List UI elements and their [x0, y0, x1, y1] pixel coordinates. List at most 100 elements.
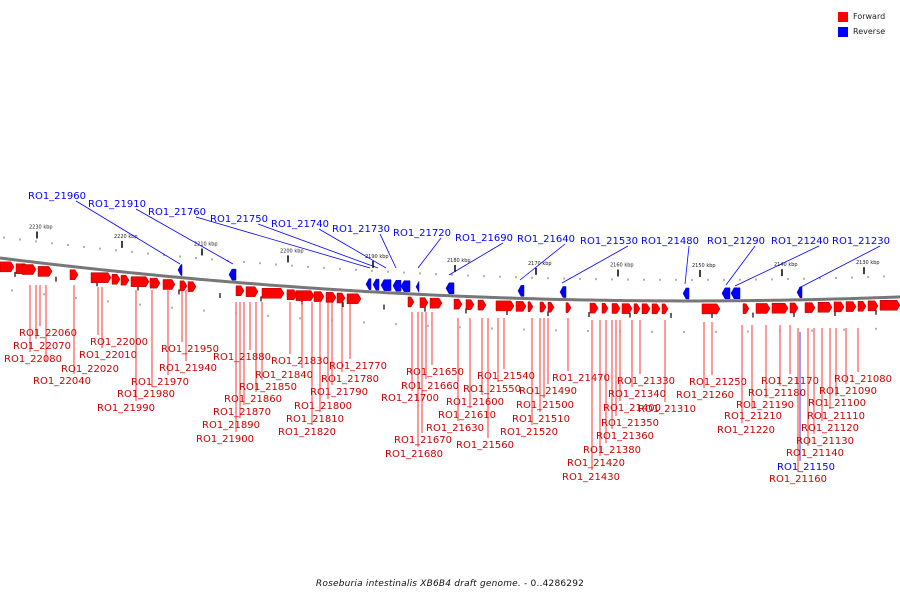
reverse-gene-label: RO1_21730: [332, 224, 390, 235]
reverse-gene-label: RO1_21720: [393, 228, 451, 239]
ruler-tick-label: 2200 kbp: [280, 248, 304, 254]
forward-gene-label: RO1_21310: [638, 404, 696, 415]
forward-gene: [539, 301, 547, 313]
forward-gene: [495, 300, 515, 312]
forward-gene-label: RO1_21770: [329, 361, 387, 372]
genome-backbone: [0, 256, 900, 303]
forward-gene: [336, 292, 346, 304]
forward-gene: [804, 302, 816, 313]
forward-gene-label: RO1_21210: [724, 411, 782, 422]
reverse-gene-label: RO1_21910: [88, 199, 146, 210]
reverse-gene-label: RO1_21960: [28, 191, 86, 202]
forward-gene-label: RO1_21650: [406, 367, 464, 378]
reverse-gene: [380, 279, 392, 291]
forward-gene: [879, 300, 900, 311]
forward-gene-label: RO1_21260: [676, 390, 734, 401]
reverse-gene: [559, 286, 567, 298]
reverse-gene: [372, 278, 380, 291]
forward-gene-label: RO1_21800: [294, 401, 352, 412]
forward-gene-label: RO1_21540: [477, 371, 535, 382]
legend-item-reverse: Reverse: [838, 24, 885, 39]
reverse-leader: [75, 200, 181, 265]
ruler-tick-label: 2150 kbp: [692, 263, 716, 269]
reverse-gene-label: RO1_21750: [210, 214, 268, 225]
forward-gene: [419, 297, 429, 308]
forward-gene-label: RO1_21990: [97, 403, 155, 414]
forward-gene: [286, 289, 298, 300]
forward-gene-label: RO1_22000: [90, 337, 148, 348]
forward-gene: [407, 296, 415, 308]
ruler-tick-label: 2180 kbp: [447, 258, 471, 264]
reverse-gene: [730, 287, 741, 300]
forward-gene-label: RO1_21870: [213, 407, 271, 418]
reverse-gene: [400, 280, 411, 292]
reverse-gene-label: RO1_21480: [641, 236, 699, 247]
reverse-swatch: [838, 26, 848, 37]
forward-gene-label: RO1_21100: [808, 398, 866, 409]
forward-gene-label: RO1_21130: [796, 436, 854, 447]
forward-gene-label: RO1_21430: [562, 472, 620, 483]
forward-gene-label: RO1_21840: [255, 370, 313, 381]
forward-gene-label: RO1_21470: [552, 373, 610, 384]
forward-gene: [651, 303, 661, 315]
forward-gene-label: RO1_21780: [321, 374, 379, 385]
forward-gene: [0, 261, 15, 273]
forward-gene: [162, 279, 176, 290]
forward-gene: [465, 299, 475, 310]
reverse-gene: [445, 282, 455, 295]
forward-gene-label: RO1_21850: [239, 382, 297, 393]
forward-gene-label: RO1_21970: [131, 377, 189, 388]
forward-gene-label: RO1_22080: [4, 354, 62, 365]
reverse-leader: [257, 223, 379, 269]
forward-gene-label: RO1_21790: [310, 387, 368, 398]
forward-gene: [661, 303, 669, 315]
ruler-tick-label: 2210 kbp: [194, 241, 218, 247]
reverse-leader: [135, 208, 234, 265]
reverse-gene-label: RO1_21230: [832, 236, 890, 247]
forward-gene: [245, 286, 259, 297]
forward-gene-label: RO1_22060: [19, 328, 77, 339]
forward-gene-label: RO1_22070: [13, 341, 71, 352]
forward-gene-label: RO1_21190: [736, 400, 794, 411]
legend-label-forward: Forward: [853, 12, 886, 21]
reverse-gene-label: RO1_21290: [707, 236, 765, 247]
forward-gene-label: RO1_21900: [196, 434, 254, 445]
forward-gene-label: RO1_21950: [161, 344, 219, 355]
forward-gene-label: RO1_21600: [446, 397, 504, 408]
forward-gene: [69, 269, 79, 280]
legend: Forward Reverse: [838, 9, 885, 39]
ruler-tick-label: 2230 kbp: [29, 224, 53, 230]
forward-gene-label: RO1_21610: [438, 410, 496, 421]
forward-gene-label: RO1_21250: [689, 377, 747, 388]
forward-gene-label: RO1_21490: [519, 386, 577, 397]
reverse-gene-label: RO1_21240: [771, 236, 829, 247]
forward-gene: [261, 288, 285, 299]
forward-gene-label: RO1_21140: [786, 448, 844, 459]
forward-gene: [120, 274, 130, 286]
forward-gene: [817, 302, 833, 313]
forward-gene-label: RO1_21160: [769, 474, 827, 485]
forward-gene: [755, 303, 771, 314]
forward-gene: [130, 276, 150, 287]
forward-gene: [515, 301, 527, 312]
forward-gene: [833, 301, 845, 313]
forward-gene: [845, 301, 857, 312]
forward-gene: [633, 303, 641, 314]
reverse-gene: [228, 268, 237, 281]
forward-gene: [611, 303, 621, 314]
forward-gene: [589, 302, 599, 314]
reverse-leader: [417, 237, 442, 269]
forward-gene: [621, 303, 633, 314]
reverse-leader: [725, 245, 756, 286]
forward-gene: [701, 303, 721, 315]
forward-gene: [346, 293, 362, 305]
forward-gene: [37, 266, 53, 277]
ruler-tick-label: 2190 kbp: [365, 254, 389, 260]
forward-gene-label: RO1_21860: [224, 394, 282, 405]
forward-gene-label: RO1_21120: [801, 423, 859, 434]
forward-gene-label: RO1_21830: [271, 356, 329, 367]
forward-gene: [111, 273, 121, 285]
reverse-gene: [177, 264, 183, 276]
caption: Roseburia intestinalis XB6B4 draft genom…: [0, 579, 900, 589]
forward-gene-label: RO1_21520: [500, 427, 558, 438]
